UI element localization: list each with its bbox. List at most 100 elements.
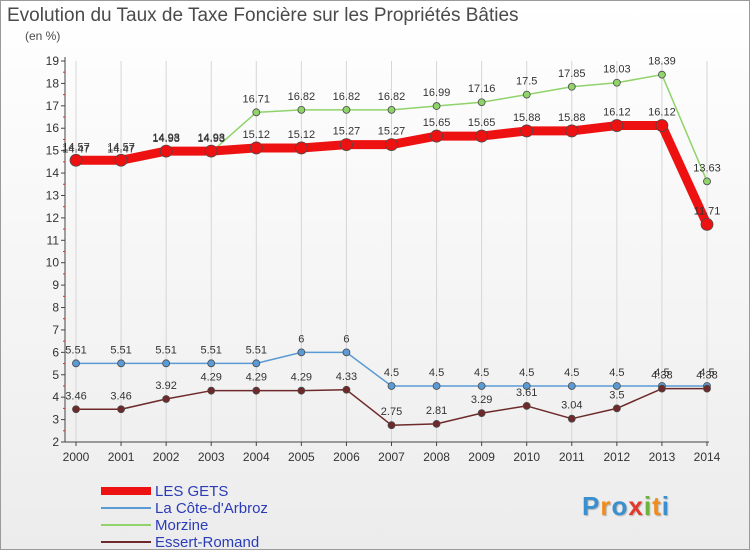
data-label: 15.88 (513, 112, 541, 124)
data-point (612, 404, 621, 413)
data-point (69, 153, 83, 167)
data-label: 4.5 (699, 367, 714, 379)
data-point (114, 153, 128, 167)
data-point (294, 141, 308, 155)
data-label: 14.98 (152, 132, 180, 144)
logo-letter: r (600, 491, 612, 521)
data-point (612, 78, 621, 87)
data-point (612, 382, 621, 390)
x-tick-label: 2002 (153, 450, 180, 464)
legend-label-morzine: Morzine (155, 517, 209, 534)
y-tick-label: 4 (52, 390, 59, 404)
data-label: 15.88 (558, 112, 586, 124)
data-point (387, 382, 396, 390)
y-tick-label: 9 (52, 278, 59, 292)
x-tick-label: 2009 (468, 450, 495, 464)
data-point (432, 102, 441, 110)
logo-letter: P (582, 491, 601, 521)
data-point (522, 90, 531, 99)
data-point (117, 359, 125, 368)
data-label: 3.92 (155, 380, 176, 392)
data-label: 6 (343, 333, 349, 345)
data-point (477, 98, 486, 107)
data-label: 2.75 (381, 406, 402, 418)
logo-letter: o (611, 491, 629, 521)
y-tick-label: 14 (46, 166, 60, 180)
data-label: 5.51 (110, 344, 131, 356)
data-point (72, 405, 80, 414)
data-label: 15.27 (378, 126, 406, 138)
legend-label-essert-romand: Essert-Romand (155, 534, 260, 551)
data-label: 4.29 (201, 372, 222, 384)
data-label: 4.5 (654, 367, 669, 379)
y-tick-label: 19 (46, 54, 60, 68)
data-label: 4.29 (291, 372, 312, 384)
data-point (342, 348, 351, 357)
data-point (207, 359, 216, 368)
data-point (477, 382, 486, 390)
y-tick-label: 17 (46, 99, 60, 113)
data-label: 5.51 (201, 344, 222, 356)
data-label: 14.57 (62, 141, 90, 153)
data-label: 5.51 (246, 344, 267, 356)
x-tick-label: 2003 (198, 450, 225, 464)
chart-title: Evolution du Taux de Taxe Foncière sur l… (7, 5, 519, 26)
data-point (565, 124, 579, 138)
data-label: 18.03 (603, 64, 631, 76)
x-tick-label: 2004 (243, 450, 270, 464)
data-point (522, 382, 531, 390)
data-label: 5.51 (155, 344, 176, 356)
y-tick-label: 7 (52, 323, 59, 337)
legend-label-la-cote-d-arbroz: La Côte-d'Arbroz (155, 500, 268, 517)
y-tick-label: 15 (46, 144, 60, 158)
data-label: 4.5 (384, 367, 399, 379)
data-label: 16.99 (423, 87, 451, 99)
data-point (658, 384, 666, 393)
data-label: 3.46 (110, 390, 131, 402)
data-label: 15.65 (423, 117, 451, 129)
data-label: 4.38 (696, 370, 717, 382)
data-point (475, 129, 489, 143)
y-tick-label: 13 (46, 188, 60, 202)
data-label: 4.5 (609, 367, 624, 379)
chart-subtitle: (en %) (25, 29, 61, 43)
data-label: 4.5 (429, 367, 444, 379)
data-point (249, 141, 263, 155)
data-label: 17.85 (558, 68, 586, 80)
legend-swatch-morzine (101, 524, 151, 526)
logo-letter: i (643, 491, 653, 521)
legend-swatch-les-gets (101, 487, 151, 495)
data-label: 14.47 (107, 144, 135, 156)
data-point (567, 82, 576, 91)
data-label: 14.93 (152, 133, 180, 145)
x-tick-label: 2000 (63, 450, 90, 464)
x-tick-label: 2007 (378, 450, 405, 464)
data-label: 3.04 (561, 400, 582, 412)
data-point (252, 108, 261, 117)
y-tick-label: 8 (52, 301, 59, 315)
x-tick-label: 2008 (423, 450, 450, 464)
data-point (567, 414, 576, 423)
logo-letter: i (661, 491, 670, 521)
y-tick-label: 3 (52, 413, 59, 427)
y-tick-label: 5 (52, 368, 59, 382)
data-label: 15.65 (468, 117, 496, 129)
data-label: 14.98 (197, 132, 225, 144)
data-label: 14.47 (62, 144, 90, 156)
data-label: 16.82 (378, 91, 406, 103)
data-label: 3.46 (65, 390, 86, 402)
data-point (204, 144, 218, 158)
legend-swatch-la-cote-d-arbroz (101, 507, 151, 509)
data-label: 17.5 (516, 76, 537, 88)
data-point (252, 359, 261, 368)
data-label: 4.5 (474, 367, 489, 379)
data-point (610, 119, 624, 132)
data-point (342, 105, 351, 114)
x-tick-label: 2005 (288, 450, 315, 464)
data-point (117, 405, 125, 414)
x-tick-label: 2012 (604, 450, 631, 464)
data-point (162, 359, 171, 368)
data-label: 14.93 (197, 133, 225, 145)
